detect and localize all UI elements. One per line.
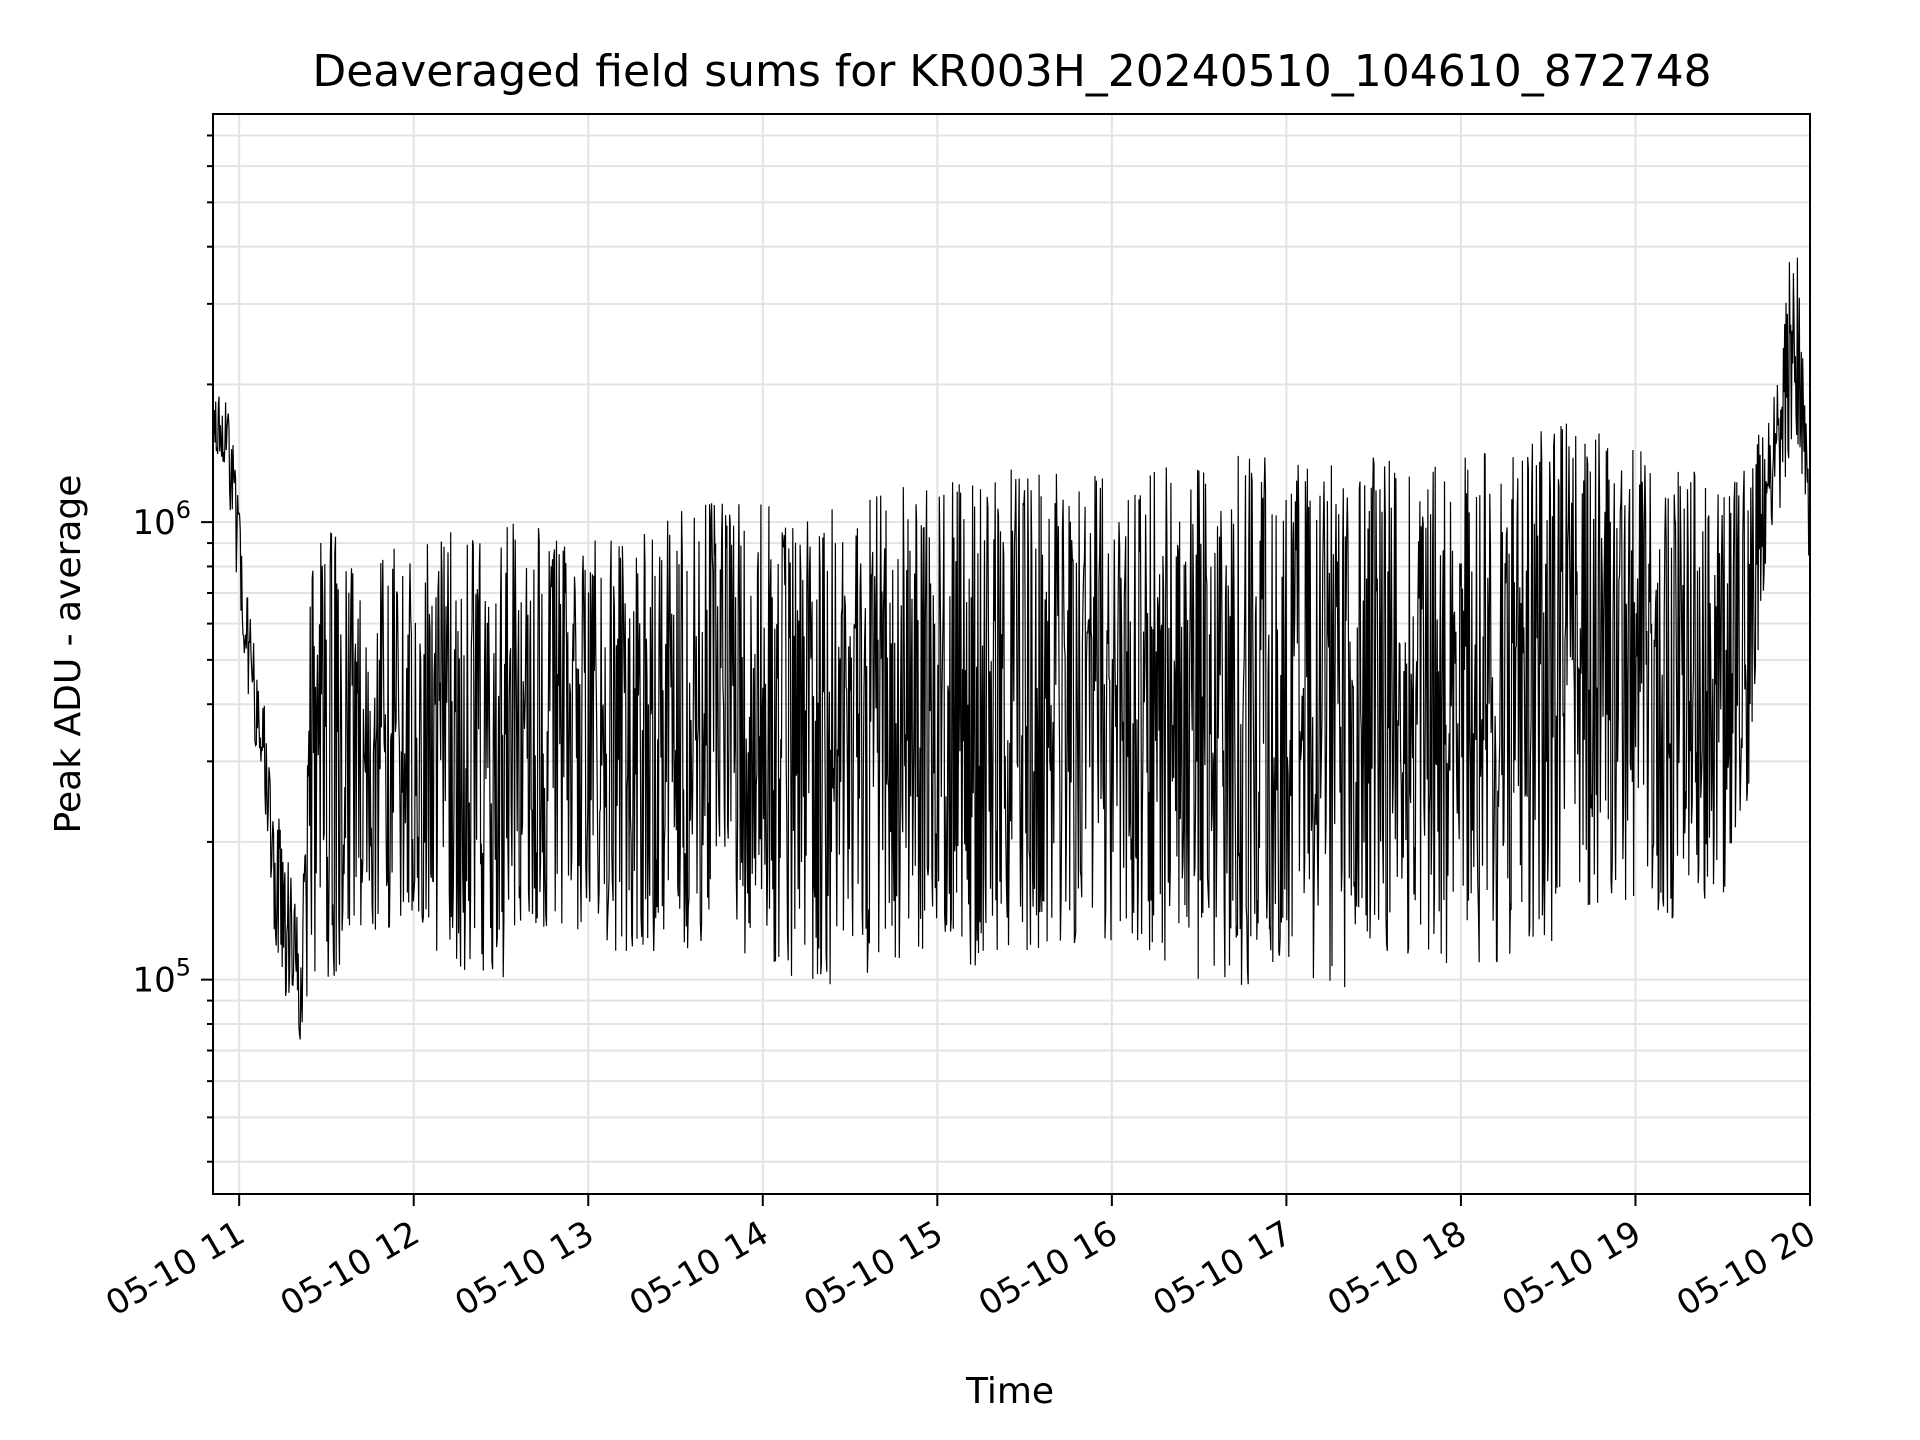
plot-frame (212, 113, 1811, 1195)
y-tick-label: 106 (132, 496, 191, 543)
y-tick-label-base: 10 (132, 503, 175, 543)
y-tick-label-exponent: 6 (176, 496, 191, 524)
series-line (212, 257, 1811, 1040)
chart-title: Deaveraged field sums for KR003H_2024051… (312, 46, 1711, 97)
y-tick-label-base: 10 (132, 961, 175, 1001)
series-path (212, 257, 1811, 1040)
y-tick-label-exponent: 5 (176, 954, 191, 982)
y-tick-label: 105 (132, 954, 191, 1001)
y-axis-label: Peak ADU - average (48, 475, 89, 834)
x-axis-label: Time (965, 1371, 1054, 1412)
